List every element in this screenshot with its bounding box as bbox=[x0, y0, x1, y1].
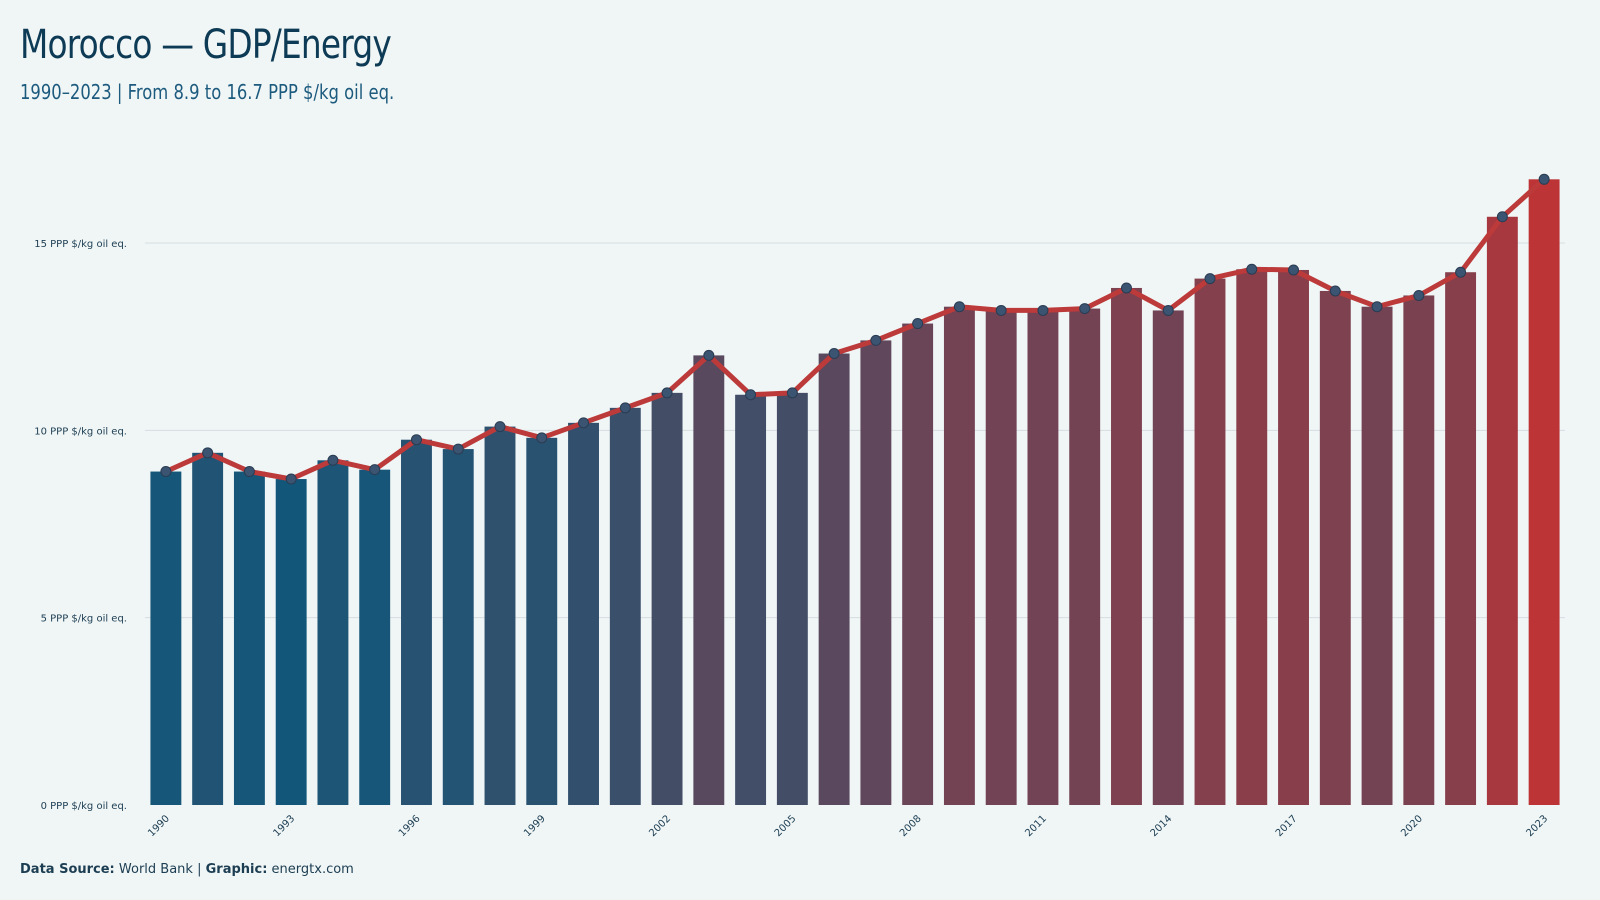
bar-2006 bbox=[818, 353, 850, 805]
bar-2015 bbox=[1194, 278, 1226, 805]
bar-2007 bbox=[860, 340, 892, 805]
bar-2010 bbox=[985, 310, 1017, 805]
trend-line-path bbox=[163, 176, 1547, 482]
marker-2007 bbox=[870, 334, 882, 346]
bar-2011 bbox=[1027, 310, 1059, 805]
bar-1998 bbox=[484, 426, 516, 805]
marker-1998 bbox=[494, 421, 506, 433]
chart-footer: Data Source: World Bank | Graphic: energ… bbox=[20, 862, 354, 877]
source-value: World Bank bbox=[118, 862, 193, 877]
marker-1997 bbox=[452, 443, 464, 455]
bar-1993 bbox=[275, 479, 307, 805]
bar-2018 bbox=[1319, 290, 1351, 805]
marker-2020 bbox=[1413, 289, 1425, 301]
bar-2016 bbox=[1236, 269, 1268, 805]
graphic-value: energtx.com bbox=[271, 862, 354, 877]
marker-2001 bbox=[619, 402, 631, 414]
x-tick-label: 1999 bbox=[522, 813, 548, 839]
marker-2010 bbox=[995, 304, 1007, 316]
x-tick-label: 2011 bbox=[1023, 813, 1049, 839]
bar-2023 bbox=[1528, 179, 1560, 806]
x-tick-label: 2020 bbox=[1399, 813, 1425, 839]
marker-2006 bbox=[828, 348, 840, 360]
marker-1996 bbox=[410, 434, 422, 446]
bar-2000 bbox=[568, 422, 599, 805]
marker-2019 bbox=[1371, 301, 1383, 313]
bar-2003 bbox=[693, 355, 725, 805]
bar-2008 bbox=[902, 323, 934, 805]
x-tick-label: 2014 bbox=[1149, 813, 1175, 839]
trend-line bbox=[163, 176, 1547, 482]
y-tick-label: 5 PPP $/kg oil eq. bbox=[41, 614, 127, 625]
marker-2012 bbox=[1079, 303, 1091, 315]
bar-2012 bbox=[1069, 308, 1101, 805]
chart-subtitle: 1990–2023 | From 8.9 to 16.7 PPP $/kg oi… bbox=[20, 80, 395, 104]
marker-2009 bbox=[953, 301, 965, 313]
bar-1999 bbox=[526, 437, 558, 805]
marker-2013 bbox=[1120, 282, 1132, 294]
marker-2008 bbox=[912, 318, 924, 330]
marker-1995 bbox=[369, 464, 381, 476]
x-tick-label: 2017 bbox=[1274, 813, 1300, 839]
line-markers bbox=[160, 173, 1550, 485]
bar-1991 bbox=[192, 452, 224, 805]
bar-1990 bbox=[150, 471, 182, 805]
marker-2021 bbox=[1455, 266, 1467, 278]
bar-2014 bbox=[1152, 310, 1184, 805]
marker-2016 bbox=[1246, 263, 1258, 275]
bar-2002 bbox=[651, 392, 683, 805]
marker-2017 bbox=[1288, 264, 1300, 276]
x-axis-ticks: 1990 1993 1996 1999 2002 2005 2008 2011 2014 2017… bbox=[146, 813, 1550, 839]
marker-2018 bbox=[1329, 285, 1341, 297]
y-tick-label: 10 PPP $/kg oil eq. bbox=[34, 426, 127, 437]
footer-separator: | bbox=[197, 862, 202, 877]
bar-2004 bbox=[735, 394, 767, 805]
marker-1992 bbox=[243, 466, 255, 478]
marker-2022 bbox=[1496, 211, 1508, 223]
x-tick-label: 2005 bbox=[773, 813, 799, 839]
bar-1997 bbox=[442, 449, 474, 805]
marker-2023 bbox=[1538, 173, 1550, 185]
bar-1996 bbox=[401, 439, 432, 805]
bar-2009 bbox=[943, 306, 975, 805]
bar-2022 bbox=[1486, 216, 1518, 806]
bar-2013 bbox=[1111, 287, 1142, 806]
x-tick-label: 1993 bbox=[272, 813, 298, 839]
marker-1990 bbox=[160, 466, 172, 478]
bars bbox=[150, 179, 1560, 806]
x-tick-label: 2008 bbox=[898, 813, 924, 839]
marker-1991 bbox=[202, 447, 214, 459]
marker-2015 bbox=[1204, 273, 1216, 285]
bar-1995 bbox=[359, 469, 391, 805]
marker-2004 bbox=[745, 389, 757, 401]
marker-1993 bbox=[285, 473, 297, 485]
y-tick-label: 0 PPP $/kg oil eq. bbox=[41, 801, 127, 812]
bar-2019 bbox=[1361, 306, 1393, 805]
source-label: Data Source: bbox=[20, 862, 115, 877]
marker-2011 bbox=[1037, 304, 1049, 316]
bar-2021 bbox=[1445, 272, 1477, 805]
bar-1992 bbox=[233, 471, 265, 805]
marker-1994 bbox=[327, 454, 339, 466]
bar-2005 bbox=[776, 392, 808, 805]
x-tick-label: 1990 bbox=[146, 813, 172, 839]
bar-2001 bbox=[609, 407, 641, 805]
bar-2017 bbox=[1278, 269, 1309, 805]
bar-1994 bbox=[317, 460, 349, 805]
graphic-label: Graphic: bbox=[205, 862, 268, 877]
marker-2000 bbox=[578, 417, 590, 429]
chart-title: Morocco — GDP/Energy bbox=[20, 22, 392, 68]
x-tick-label: 1996 bbox=[397, 813, 423, 839]
marker-2014 bbox=[1162, 304, 1174, 316]
bar-2020 bbox=[1403, 295, 1435, 805]
x-tick-label: 2023 bbox=[1524, 813, 1550, 839]
y-axis-ticks: 0 PPP $/kg oil eq. 5 PPP $/kg oil eq. 10 P… bbox=[34, 239, 127, 812]
y-tick-label: 15 PPP $/kg oil eq. bbox=[34, 239, 127, 250]
x-tick-label: 2002 bbox=[647, 813, 673, 839]
marker-2003 bbox=[703, 349, 715, 361]
marker-2002 bbox=[661, 387, 673, 399]
marker-1999 bbox=[536, 432, 548, 444]
marker-2005 bbox=[786, 387, 798, 399]
